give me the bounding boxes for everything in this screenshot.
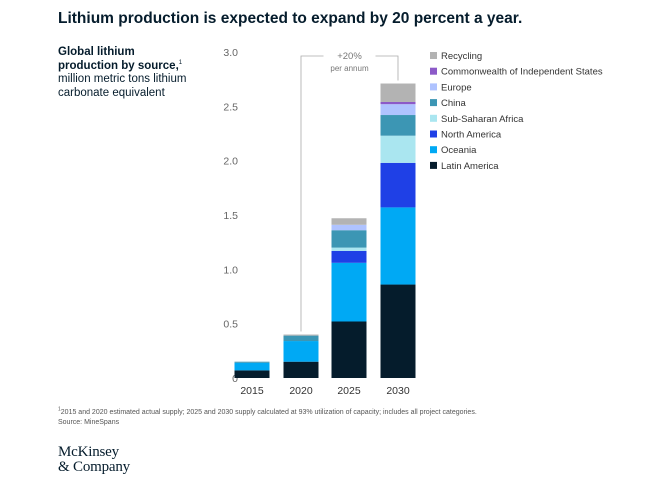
legend-label: Sub-Saharan Africa [441,114,524,125]
y-tick-label: 1.5 [223,210,238,222]
y-tick-label: 3.0 [223,47,238,59]
logo-line-2: & Company [58,459,130,475]
legend-swatch [430,161,437,169]
bar-segment [380,162,416,208]
subtitle-bold: Global lithium production by source, [58,46,179,72]
x-tick-label: 2030 [386,385,410,397]
footnote-line-1: 12015 and 2020 estimated actual supply; … [58,406,477,418]
subtitle-footnote-marker: 1 [178,59,183,66]
bar-segment [331,218,367,225]
legend-swatch [430,130,437,138]
bar-segment [380,284,416,378]
bar-segment [331,250,367,263]
footnote: 12015 and 2020 estimated actual supply; … [58,406,477,427]
bar-segment [331,230,367,248]
growth-annotation-label: per annum [330,64,369,73]
bar-segment [331,247,367,251]
legend-label: North America [441,130,502,141]
legend-label: Europe [441,82,472,93]
bar-segment [380,101,416,105]
legend-swatch [430,67,437,75]
bar-segment [283,341,319,362]
bar-segment [234,362,270,371]
bar-segment [380,115,416,136]
legend-swatch [430,114,437,122]
x-tick-label: 2015 [240,385,264,397]
bar-segment [331,262,367,322]
legend-label: China [441,98,467,109]
legend-swatch [430,83,437,91]
bar-segment [331,224,367,231]
subtitle-units: million metric tons lithium carbonate eq… [58,73,187,99]
y-tick-label: 2.0 [223,156,238,168]
legend-label: Latin America [441,161,499,172]
bar-segment [380,135,416,163]
footnote-source: Source: MineSpans [58,418,120,426]
x-tick-label: 2025 [337,385,361,397]
bar-segment [380,104,416,116]
legend-swatch [430,146,437,154]
bar-segment [380,83,416,102]
y-tick-label: 2.5 [223,101,238,113]
growth-annotation-value: +20% [337,51,362,62]
stacked-bar-chart: 0 0.5 1.0 1.5 2.0 2.5 3.0 2015 2020 2025 2030 +20% p… [223,47,603,397]
legend-swatch [430,52,437,59]
chart-container: 0 0.5 1.0 1.5 2.0 2.5 3.0 2015 2020 2025 2030 +20% p… [223,47,603,397]
y-tick-label: 0 [232,373,238,385]
chart-title: Lithium production is expected to expand… [58,10,523,27]
footnote-marker: 1 [58,406,61,413]
bar-segment [234,370,270,378]
logo-line-1: McKinsey [58,444,119,460]
legend-swatch [430,99,437,107]
bar-segment [283,335,319,342]
legend-label: Recycling [441,51,482,62]
bar-segment [283,334,319,336]
legend-label: Oceania [441,145,477,156]
bar-segment [283,361,319,378]
legend-label: Commonwealth of Independent States [441,67,603,78]
annotation-bg [323,50,376,76]
y-tick-label: 0.5 [223,319,238,331]
x-tick-label: 2020 [289,385,313,397]
bar-segment [331,321,367,378]
chart-subtitle: Global lithium production by source,1 mi… [58,46,193,100]
footnote-text: 2015 and 2020 estimated actual supply; 2… [60,409,477,416]
mckinsey-logo: McKinsey & Company [58,445,130,475]
y-tick-label: 1.0 [223,264,238,276]
bar-segment [380,207,416,285]
bar-segment [234,361,270,363]
